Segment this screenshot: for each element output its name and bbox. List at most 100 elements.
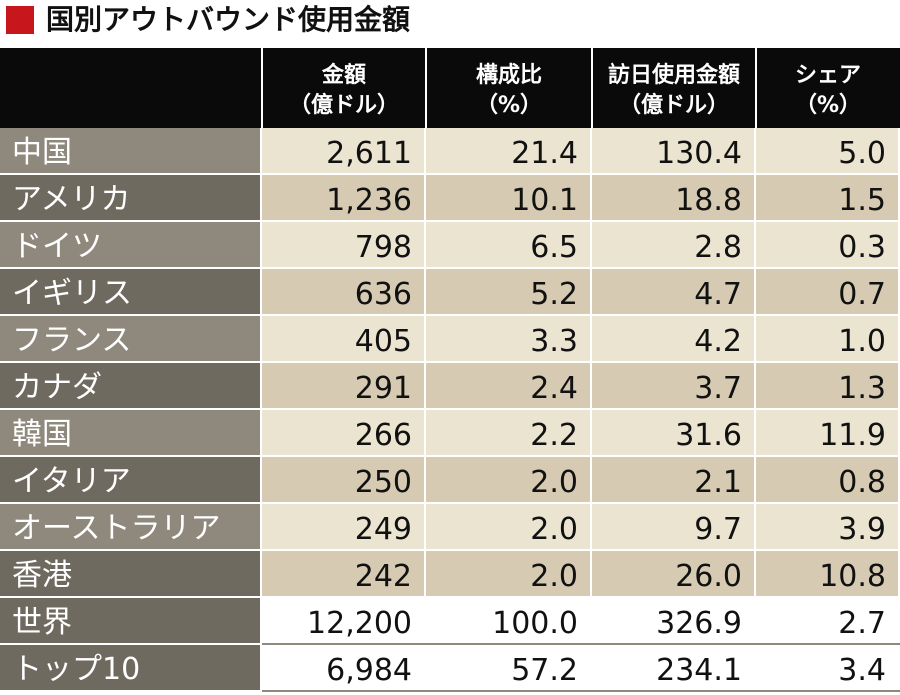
total-data-cell	[592, 598, 754, 643]
cell-value: 9.7	[694, 512, 742, 547]
data-cell	[592, 551, 754, 596]
cell-value: 2.2	[530, 418, 578, 453]
country-label: 香港	[12, 558, 72, 593]
data-cell	[262, 504, 424, 549]
data-cell	[426, 504, 590, 549]
row-label-cell	[0, 410, 260, 455]
data-cell	[756, 457, 898, 502]
data-cell	[756, 504, 898, 549]
data-cell	[426, 269, 590, 314]
data-cell	[756, 410, 898, 455]
totals-separator	[0, 596, 900, 598]
header-divider	[755, 48, 757, 128]
country-label: イギリス	[12, 276, 132, 311]
cell-value: 2.7	[838, 606, 886, 641]
cell-value: 3.7	[694, 371, 742, 406]
country-label: フランス	[12, 323, 131, 358]
totals-bottom-rule	[262, 690, 900, 692]
total-data-cell	[756, 598, 898, 643]
cell-value: 10.1	[511, 183, 578, 218]
data-cell	[262, 316, 424, 361]
total-data-cell	[592, 645, 754, 690]
column-header-line2: （億ドル）	[289, 92, 399, 118]
row-label-cell	[0, 316, 260, 361]
cell-value: 2.0	[530, 512, 578, 547]
header-background	[0, 48, 900, 128]
data-cell	[262, 269, 424, 314]
data-cell	[426, 551, 590, 596]
data-cell	[262, 175, 424, 220]
column-header-line2: （%）	[795, 93, 861, 118]
country-label: カナダ	[12, 370, 102, 405]
header-divider	[425, 48, 427, 128]
data-cell	[262, 128, 424, 173]
total-data-cell	[426, 598, 590, 643]
cell-value: 0.3	[838, 230, 886, 265]
cell-value: 2.4	[530, 371, 578, 406]
cell-value: 0.7	[838, 277, 886, 312]
cell-value: 11.9	[819, 418, 886, 453]
data-cell	[592, 269, 754, 314]
title-bar: 国別アウトバウンド使用金額	[0, 0, 900, 44]
data-cell	[592, 316, 754, 361]
totals-inner-rule	[262, 643, 900, 645]
cell-value: 242	[355, 559, 412, 594]
total-label-cell	[0, 598, 260, 643]
cell-value: 249	[355, 512, 412, 547]
cell-value: 636	[355, 277, 412, 312]
cell-value: 2.0	[530, 559, 578, 594]
cell-value: 26.0	[675, 559, 742, 594]
data-cell	[756, 551, 898, 596]
total-label-cell	[0, 645, 260, 690]
column-header-line1: シェア	[795, 63, 861, 88]
cell-value: 18.8	[675, 183, 742, 218]
data-cell	[756, 269, 898, 314]
chart-title: 国別アウトバウンド使用金額	[46, 3, 411, 36]
column-header-line2: （億ドル）	[619, 92, 729, 118]
cell-value: 10.8	[819, 559, 886, 594]
data-cell	[262, 363, 424, 408]
cell-value: 250	[355, 465, 412, 500]
row-label-cell	[0, 269, 260, 314]
data-cell	[426, 363, 590, 408]
country-label: ドイツ	[12, 229, 102, 264]
data-cell	[592, 363, 754, 408]
total-data-cell	[426, 645, 590, 690]
cell-value: 405	[355, 324, 412, 359]
cell-value: 266	[355, 418, 412, 453]
cell-value: 4.2	[694, 324, 742, 359]
cell-value: 100.0	[492, 606, 578, 641]
cell-value: 2.8	[694, 230, 742, 265]
data-cell	[592, 222, 754, 267]
cell-value: 234.1	[656, 653, 742, 688]
cell-value: 326.9	[656, 606, 742, 641]
header-divider	[591, 48, 593, 128]
cell-value: 0.8	[838, 465, 886, 500]
country-label: 韓国	[12, 417, 72, 452]
data-cell	[426, 457, 590, 502]
cell-value: 31.6	[675, 418, 742, 453]
total-data-cell	[756, 645, 898, 690]
data-cell	[756, 363, 898, 408]
country-label: イタリア	[12, 464, 131, 499]
data-cell	[592, 504, 754, 549]
cell-value: 2.0	[530, 465, 578, 500]
row-label-cell	[0, 128, 260, 173]
row-label-cell	[0, 175, 260, 220]
row-label-cell	[0, 551, 260, 596]
cell-value: 57.2	[511, 653, 578, 688]
data-cell	[426, 175, 590, 220]
cell-value: 1.3	[838, 371, 886, 406]
total-row-label: 世界	[12, 605, 72, 640]
cell-value: 3.3	[530, 324, 578, 359]
total-data-cell	[262, 645, 424, 690]
data-cell	[426, 222, 590, 267]
cell-value: 130.4	[656, 136, 742, 171]
data-cell	[262, 222, 424, 267]
row-label-cell	[0, 457, 260, 502]
row-label-cell	[0, 504, 260, 549]
data-cell	[756, 175, 898, 220]
row-label-cell	[0, 363, 260, 408]
data-cell	[756, 128, 898, 173]
